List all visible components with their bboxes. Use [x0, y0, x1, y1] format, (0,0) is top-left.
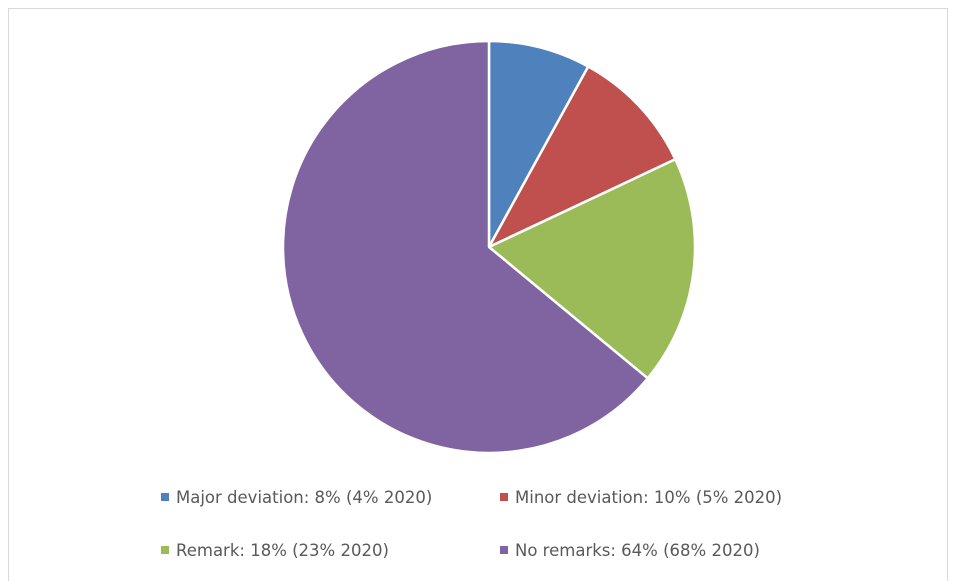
pie-slice-minor-deviation: [487, 65, 677, 249]
legend-swatch-remark: [161, 546, 169, 554]
chart-frame: Major deviation: 8% (4% 2020) Minor devi…: [8, 8, 948, 581]
legend-item-remark: Remark: 18% (23% 2020): [161, 538, 389, 562]
pie-slice-no-remarks: [281, 39, 649, 455]
pie-slice-major-deviation: [487, 39, 590, 249]
legend-swatch-major-deviation: [161, 493, 169, 501]
legend-swatch-minor-deviation: [500, 493, 508, 501]
legend-label-no-remarks: No remarks: 64% (68% 2020): [515, 540, 760, 560]
legend-label-minor-deviation: Minor deviation: 10% (5% 2020): [515, 487, 783, 507]
legend-label-major-deviation: Major deviation: 8% (4% 2020): [176, 487, 433, 507]
legend-item-minor-deviation: Minor deviation: 10% (5% 2020): [500, 485, 782, 509]
legend-item-no-remarks: No remarks: 64% (68% 2020): [500, 538, 760, 562]
pie-slice-remark: [487, 158, 697, 380]
legend-item-major-deviation: Major deviation: 8% (4% 2020): [161, 485, 432, 509]
pie-chart: [281, 39, 697, 455]
legend-swatch-no-remarks: [500, 546, 508, 554]
legend-label-remark: Remark: 18% (23% 2020): [176, 540, 389, 560]
